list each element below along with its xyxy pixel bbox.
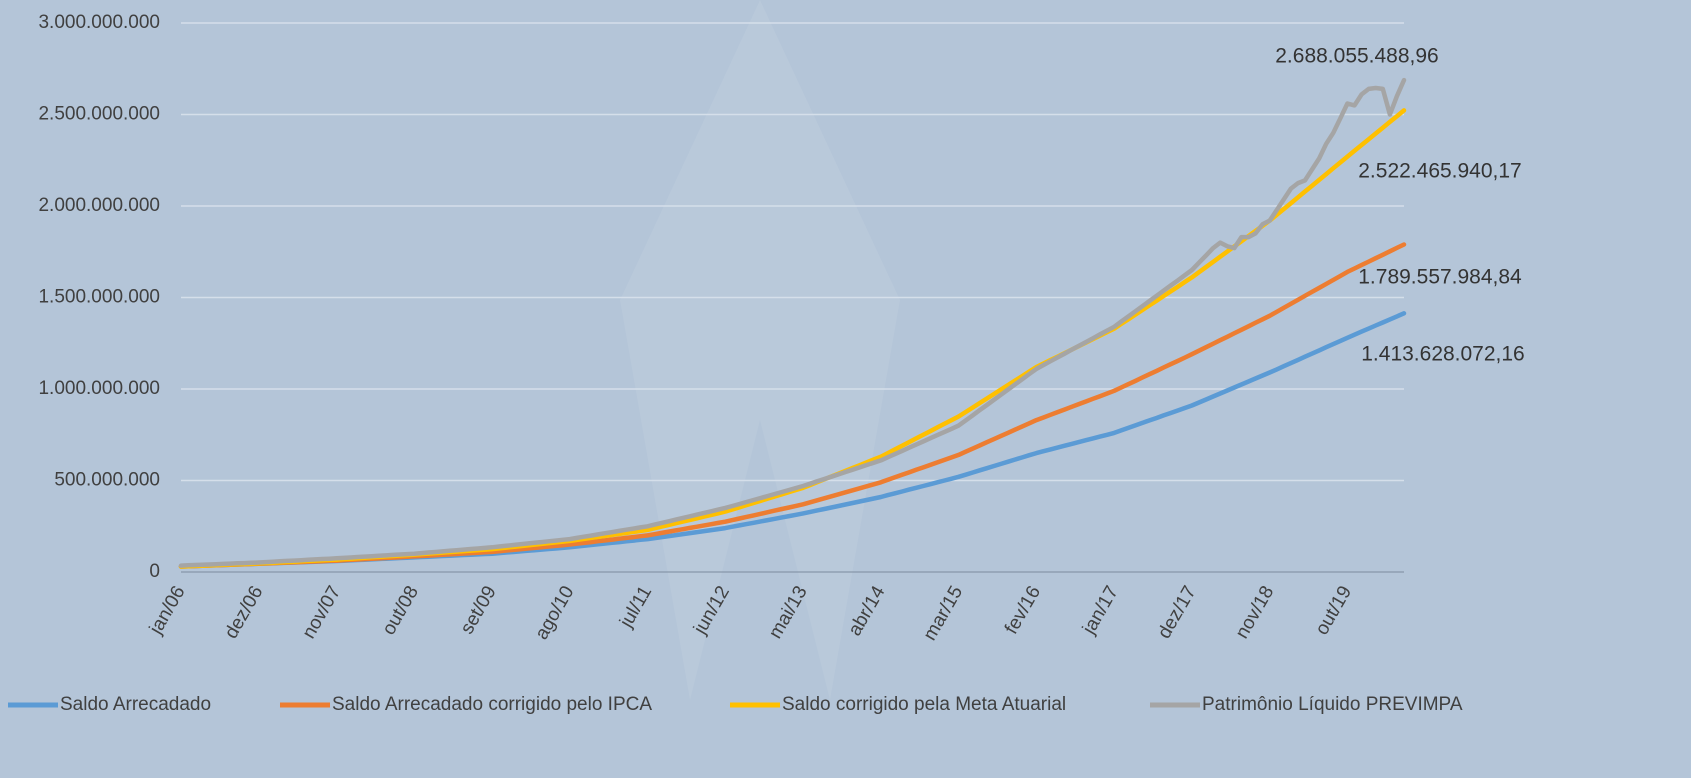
- y-tick-label: 0: [149, 561, 160, 582]
- y-tick-label: 2.000.000.000: [38, 195, 160, 216]
- data-label: 2.522.465.940,17: [1358, 160, 1522, 183]
- y-tick-label: 3.000.000.000: [38, 12, 160, 33]
- legend-label: Patrimônio Líquido PREVIMPA: [1202, 694, 1463, 715]
- y-tick-label: 2.500.000.000: [38, 104, 160, 125]
- watermark: [620, 0, 900, 700]
- legend-label: Saldo corrigido pela Meta Atuarial: [782, 694, 1066, 715]
- data-label: 2.688.055.488,96: [1275, 45, 1439, 68]
- data-label: 1.413.628.072,16: [1361, 343, 1525, 366]
- series-line: [178, 77, 1407, 568]
- legend-label: Saldo Arrecadado: [60, 694, 211, 715]
- legend-label: Saldo Arrecadado corrigido pelo IPCA: [332, 694, 652, 715]
- y-tick-label: 500.000.000: [54, 470, 160, 491]
- y-tick-label: 1.000.000.000: [38, 378, 160, 399]
- y-tick-label: 1.500.000.000: [38, 287, 160, 308]
- data-label: 1.789.557.984,84: [1358, 266, 1522, 289]
